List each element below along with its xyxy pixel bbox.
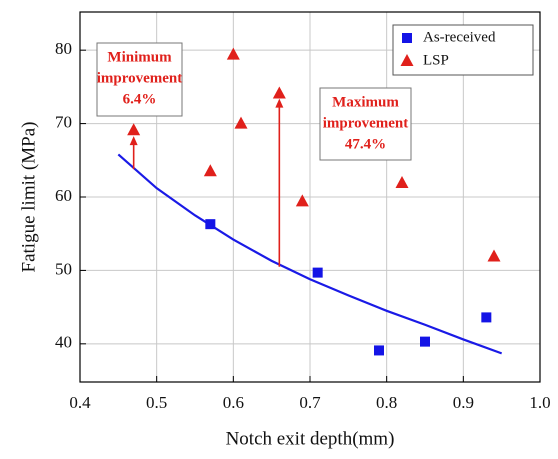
- y-tick-label: 60: [55, 186, 72, 205]
- annotation-text: improvement: [323, 115, 409, 131]
- point: [234, 116, 248, 129]
- annotation-text: 6.4%: [123, 91, 157, 107]
- x-tick-label: 0.4: [69, 393, 91, 412]
- annotation-box: [319, 87, 412, 161]
- annotation-text: Maximum: [332, 94, 399, 110]
- fit-curve: [117, 153, 503, 355]
- x-tick-label: 0.5: [146, 393, 167, 412]
- point: [272, 86, 286, 99]
- x-tick-label: 0.6: [223, 393, 244, 412]
- y-axis-title: Fatigue limit (MPa): [18, 122, 39, 273]
- x-tick-label: 1.0: [529, 393, 550, 412]
- plot-frame: [79, 11, 541, 383]
- legend-label: As-received: [423, 29, 496, 45]
- point: [395, 176, 409, 189]
- y-tick-label: 70: [55, 112, 72, 131]
- legend-label: LSP: [423, 52, 449, 68]
- annotation-box: [96, 42, 183, 117]
- legend-marker: [402, 33, 412, 43]
- x-axis-title: Notch exit depth(mm): [226, 428, 395, 449]
- annotation-text: improvement: [97, 70, 183, 86]
- point: [226, 47, 240, 60]
- y-tick-label: 50: [55, 259, 72, 278]
- legend-box: [392, 24, 534, 76]
- point: [481, 312, 492, 323]
- point: [420, 336, 430, 347]
- arrow-head: [129, 136, 138, 146]
- x-tick-label: 0.9: [453, 393, 474, 412]
- point: [312, 267, 323, 278]
- x-tick-label: 0.8: [376, 393, 397, 412]
- legend-marker: [400, 54, 414, 66]
- y-tick-label: 80: [55, 39, 72, 58]
- arrow-head: [275, 98, 284, 108]
- point: [487, 249, 501, 262]
- point: [127, 123, 141, 136]
- x-tick-label: 0.7: [299, 393, 321, 412]
- y-tick-label: 40: [55, 333, 72, 352]
- point: [205, 219, 216, 230]
- annotation-text: 47.4%: [345, 136, 386, 152]
- point: [374, 345, 384, 356]
- point: [203, 164, 217, 177]
- annotation-text: Minimum: [107, 49, 172, 65]
- point: [295, 194, 309, 207]
